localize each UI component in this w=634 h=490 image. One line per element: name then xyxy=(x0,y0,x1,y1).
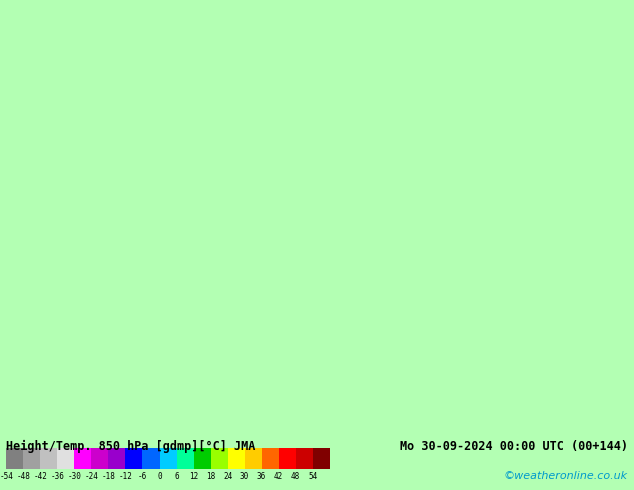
Text: 6: 6 xyxy=(174,472,179,481)
Bar xyxy=(228,448,245,469)
Bar xyxy=(193,448,210,469)
Bar xyxy=(108,448,126,469)
Text: 12: 12 xyxy=(189,472,198,481)
Text: -54: -54 xyxy=(0,472,13,481)
Text: ©weatheronline.co.uk: ©weatheronline.co.uk xyxy=(503,471,628,481)
Text: 24: 24 xyxy=(223,472,232,481)
Bar xyxy=(23,448,41,469)
Bar xyxy=(210,448,228,469)
Text: 48: 48 xyxy=(291,472,301,481)
Text: -18: -18 xyxy=(101,472,115,481)
Text: -36: -36 xyxy=(51,472,64,481)
Bar xyxy=(41,448,58,469)
Text: 0: 0 xyxy=(157,472,162,481)
Bar xyxy=(143,448,160,469)
Bar xyxy=(160,448,176,469)
Text: 42: 42 xyxy=(274,472,283,481)
Bar xyxy=(245,448,262,469)
Text: -30: -30 xyxy=(67,472,81,481)
Bar xyxy=(74,448,91,469)
Text: 36: 36 xyxy=(257,472,266,481)
Bar xyxy=(6,448,23,469)
Bar xyxy=(295,448,313,469)
Bar xyxy=(262,448,278,469)
Text: -12: -12 xyxy=(119,472,133,481)
Text: -6: -6 xyxy=(138,472,147,481)
Bar xyxy=(278,448,295,469)
Text: Mo 30-09-2024 00:00 UTC (00+144): Mo 30-09-2024 00:00 UTC (00+144) xyxy=(399,440,628,453)
Bar xyxy=(91,448,108,469)
Text: -48: -48 xyxy=(16,472,30,481)
Bar xyxy=(313,448,330,469)
Bar xyxy=(126,448,143,469)
Text: 54: 54 xyxy=(308,472,317,481)
Bar xyxy=(176,448,193,469)
Text: -42: -42 xyxy=(34,472,48,481)
Text: 30: 30 xyxy=(240,472,249,481)
Text: Height/Temp. 850 hPa [gdmp][°C] JMA: Height/Temp. 850 hPa [gdmp][°C] JMA xyxy=(6,440,256,453)
Text: -24: -24 xyxy=(84,472,98,481)
Text: 18: 18 xyxy=(206,472,215,481)
Bar xyxy=(58,448,74,469)
